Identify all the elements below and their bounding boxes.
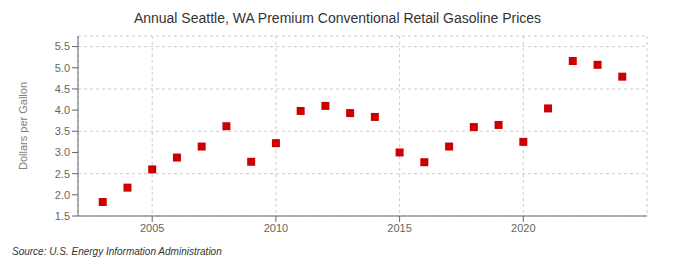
svg-text:5.0: 5.0 [55,62,70,74]
svg-text:2.5: 2.5 [55,168,70,180]
svg-text:4.0: 4.0 [55,104,70,116]
svg-text:2005: 2005 [140,222,164,234]
svg-text:5.5: 5.5 [55,40,70,52]
html-text:Source: U.S. Energy Informatio: Source: U.S. Energy Information Administ… [12,246,222,257]
svg-text:2020: 2020 [511,222,535,234]
svg-text:3.5: 3.5 [55,125,70,137]
svg-text:2015: 2015 [387,222,411,234]
html-text:Annual Seattle, WA Premium Con: Annual Seattle, WA Premium Conventional … [133,10,542,26]
svg-text:2010: 2010 [264,222,288,234]
svg-text:4.5: 4.5 [55,83,70,95]
svg-text:3.0: 3.0 [55,146,70,158]
svg-text:Dollars per Gallon: Dollars per Gallon [17,82,29,170]
svg-text:2.0: 2.0 [55,189,70,201]
svg-text:1.5: 1.5 [55,210,70,222]
